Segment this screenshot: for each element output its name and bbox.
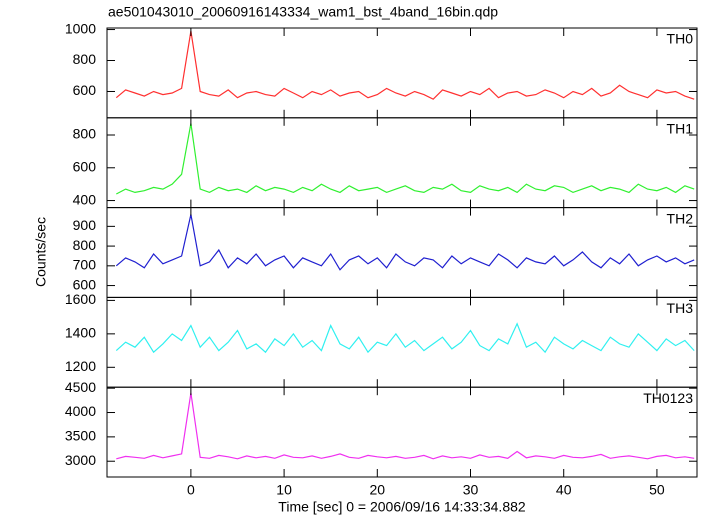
x-tick-label: 20 bbox=[370, 482, 386, 498]
panel-label: TH0 bbox=[667, 31, 694, 47]
panel-frame bbox=[106, 27, 698, 119]
x-tick-label: 0 bbox=[187, 482, 195, 498]
y-tick-label: 1000 bbox=[65, 20, 96, 36]
data-line bbox=[115, 322, 695, 354]
data-line bbox=[116, 123, 695, 195]
y-tick-label: 3000 bbox=[65, 452, 96, 468]
panel-frame bbox=[106, 207, 698, 298]
panel-frame bbox=[106, 117, 698, 209]
y-tick-label: 4000 bbox=[65, 403, 96, 419]
x-tick-label: 50 bbox=[649, 482, 665, 498]
y-tick-label: 700 bbox=[73, 257, 97, 273]
y-tick-label: 800 bbox=[73, 126, 97, 142]
panel-label: TH2 bbox=[667, 210, 694, 226]
panel-label: TH3 bbox=[667, 300, 694, 316]
data-line bbox=[115, 214, 695, 271]
panel-frame bbox=[106, 386, 698, 478]
x-axis-label: Time [sec] 0 = 2006/09/16 14:33:34.882 bbox=[278, 499, 526, 515]
y-tick-label: 400 bbox=[73, 191, 97, 207]
y-tick-label: 3500 bbox=[65, 428, 96, 444]
panel-label: TH1 bbox=[667, 121, 694, 137]
y-tick-label: 4500 bbox=[65, 379, 96, 395]
panel-label: TH0123 bbox=[643, 390, 693, 406]
y-tick-label: 1400 bbox=[65, 325, 96, 341]
y-tick-label: 600 bbox=[73, 158, 97, 174]
x-tick-label: 30 bbox=[463, 482, 479, 498]
data-line bbox=[115, 31, 695, 100]
data-line bbox=[116, 392, 695, 460]
x-tick-label: 10 bbox=[276, 482, 292, 498]
y-tick-label: 800 bbox=[73, 51, 97, 67]
y-tick-label: 1200 bbox=[65, 358, 96, 374]
y-tick-label: 900 bbox=[73, 217, 97, 233]
y-tick-label: 1600 bbox=[65, 291, 96, 307]
y-tick-label: 600 bbox=[73, 82, 97, 98]
chart-title: ae501043010_20060916143334_wam1_bst_4ban… bbox=[108, 4, 498, 20]
y-tick-label: 600 bbox=[73, 276, 97, 292]
y-axis-label: Counts/sec bbox=[33, 217, 49, 287]
y-tick-label: 800 bbox=[73, 237, 97, 253]
x-tick-label: 40 bbox=[556, 482, 572, 498]
